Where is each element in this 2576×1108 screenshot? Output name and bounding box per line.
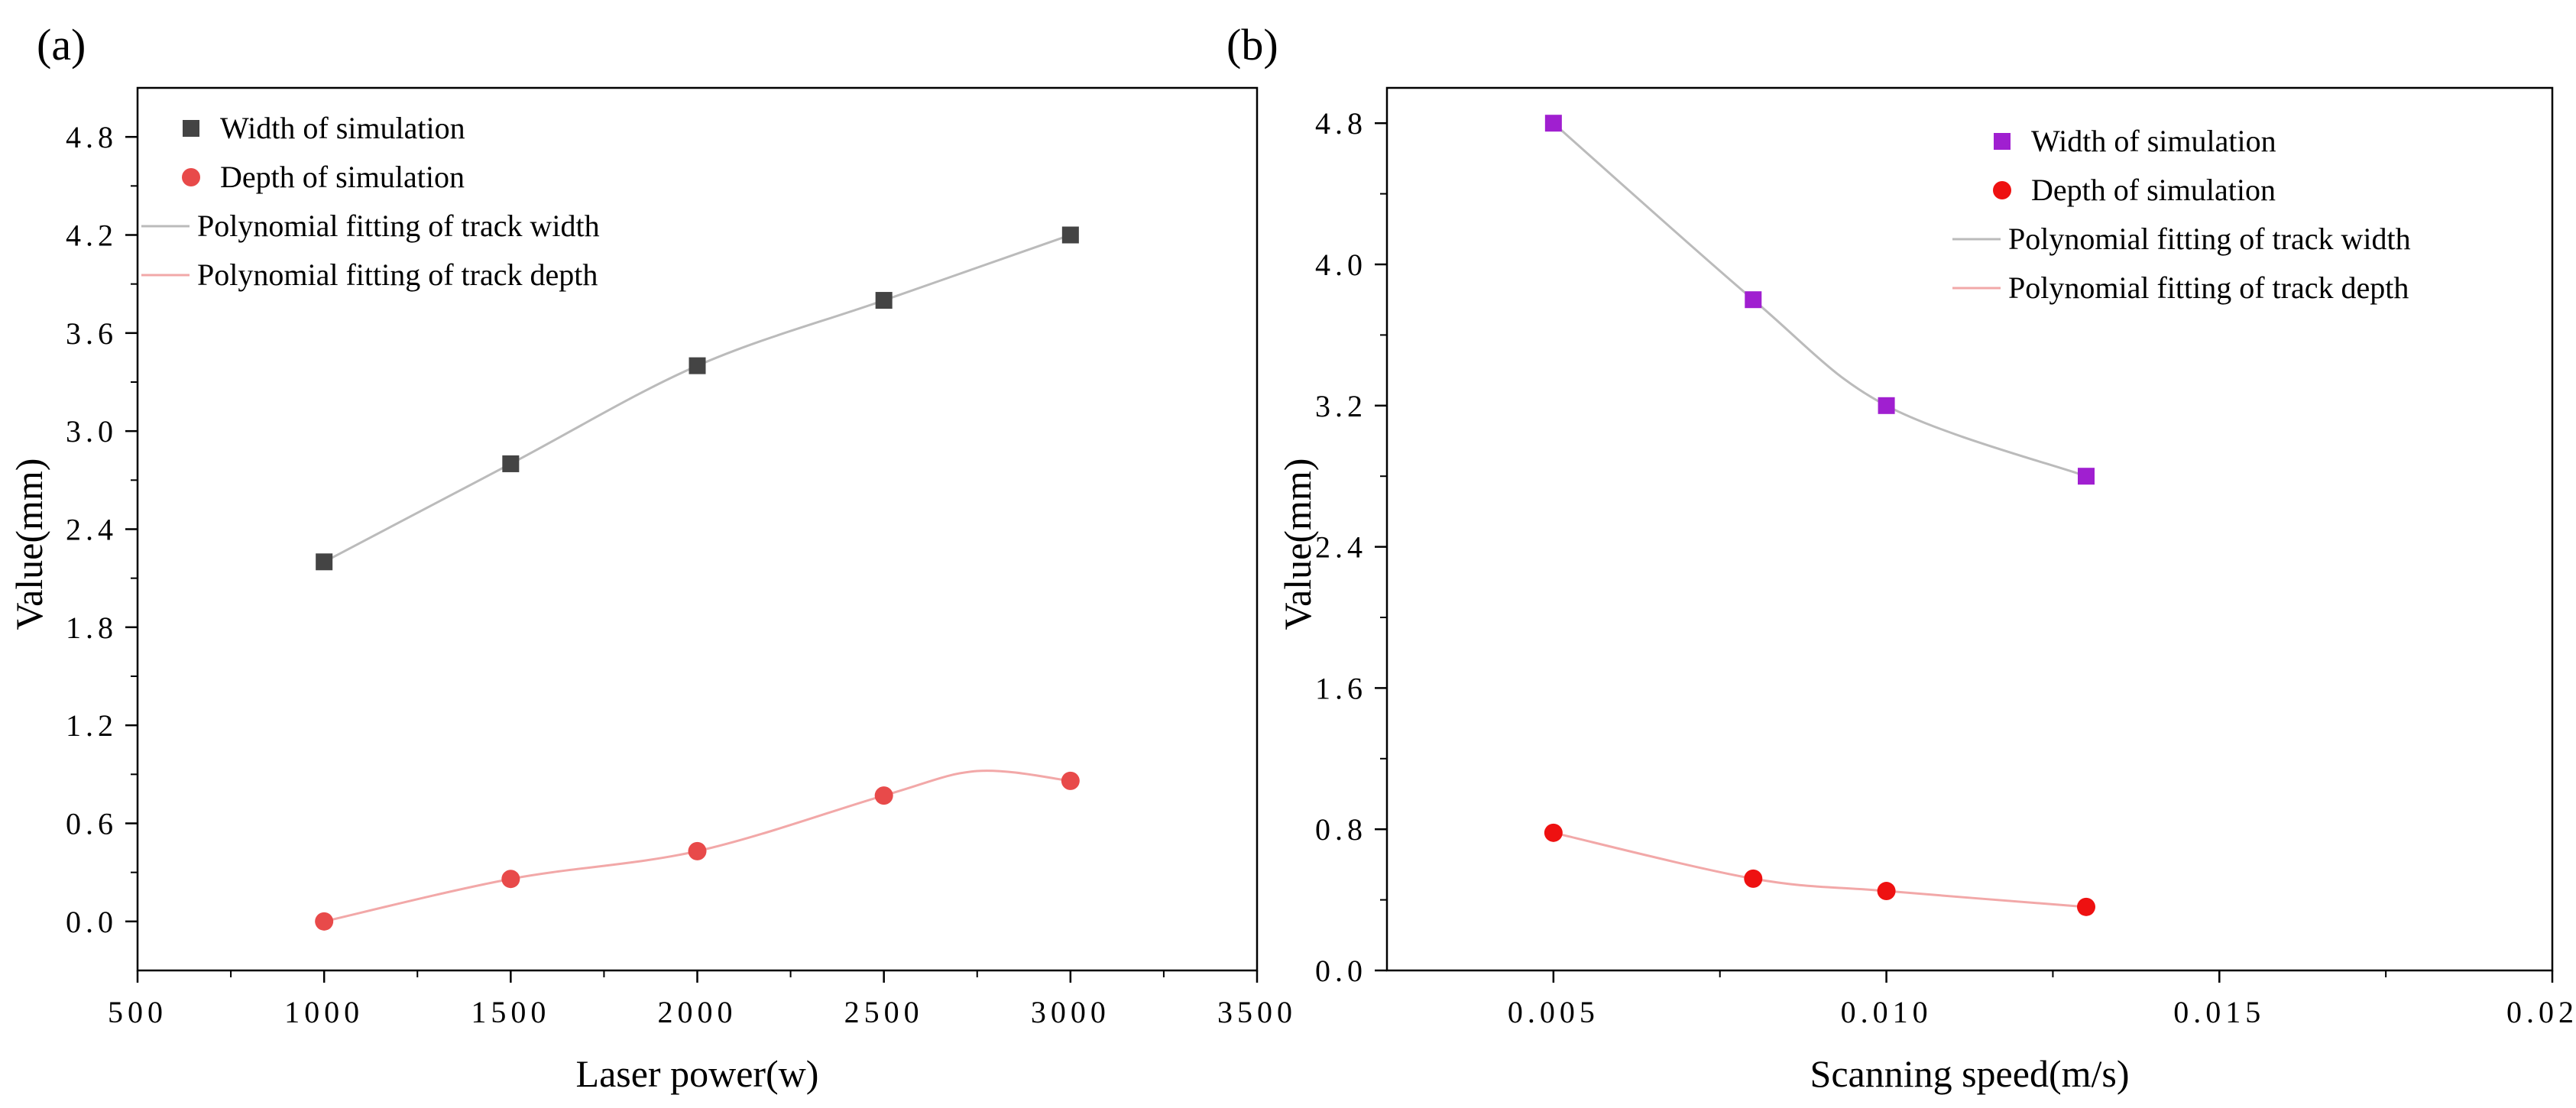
legend-square-icon bbox=[1994, 133, 2011, 150]
depth-data-point bbox=[1744, 869, 1763, 888]
x-axis-label: Laser power(w) bbox=[576, 1052, 819, 1095]
depth-data-point bbox=[1877, 882, 1896, 901]
depth-data-point bbox=[874, 786, 893, 805]
depth-data-point bbox=[1061, 771, 1080, 790]
depth-data-point bbox=[1544, 823, 1563, 842]
fit-curve-depth bbox=[323, 769, 1071, 923]
y-tick-label: 1.2 bbox=[66, 708, 118, 743]
panel-label: (a) bbox=[37, 20, 86, 70]
width-data-point bbox=[1878, 397, 1895, 414]
legend-square-icon bbox=[183, 120, 199, 137]
panel-label: (b) bbox=[1226, 20, 1278, 70]
legend-entry-label: Width of simulation bbox=[2031, 124, 2276, 158]
x-tick-label: 1500 bbox=[471, 995, 550, 1029]
y-tick-label: 4.0 bbox=[1315, 248, 1367, 282]
x-tick-label: 2000 bbox=[658, 995, 737, 1029]
y-axis-label: Value(mm) bbox=[8, 458, 50, 630]
y-tick-label: 2.4 bbox=[1315, 530, 1367, 565]
width-data-point bbox=[502, 455, 520, 472]
depth-data-point bbox=[688, 841, 707, 860]
x-axis-label: Scanning speed(m/s) bbox=[1810, 1052, 2130, 1095]
x-tick-label: 2500 bbox=[844, 995, 924, 1029]
y-axis-label: Value(mm) bbox=[1276, 458, 1319, 630]
y-tick-label: 0.6 bbox=[66, 807, 118, 841]
depth-data-point bbox=[501, 870, 520, 889]
legend-entry-label: Polynomial fitting of track depth bbox=[2008, 271, 2409, 305]
y-tick-label: 0.0 bbox=[66, 905, 118, 939]
x-tick-label: 0.005 bbox=[1508, 995, 1599, 1029]
x-tick-label: 500 bbox=[108, 995, 167, 1029]
width-data-point bbox=[875, 292, 893, 309]
legend-entry-label: Width of simulation bbox=[220, 111, 465, 145]
width-data-point bbox=[316, 553, 333, 571]
x-tick-label: 1000 bbox=[284, 995, 364, 1029]
legend-entry-label: Depth of simulation bbox=[220, 160, 465, 194]
fit-curve-width bbox=[1552, 122, 2087, 478]
x-tick-label: 0.015 bbox=[2173, 995, 2265, 1029]
y-tick-label: 2.4 bbox=[66, 513, 118, 547]
chart-panel-a: 500 1000 1500 2000 2500 3000 3500 0.0 0.6 1.2 1.8 2… bbox=[8, 20, 1297, 1095]
y-tick-label: 4.2 bbox=[66, 219, 118, 253]
width-data-point bbox=[1061, 226, 1079, 244]
x-tick-label: 3500 bbox=[1217, 995, 1297, 1029]
y-tick-label: 0.0 bbox=[1315, 954, 1367, 988]
plot-frame bbox=[1385, 86, 2554, 972]
legend: Width of simulation Depth of simulation Po… bbox=[141, 111, 600, 292]
legend-entry-label: Polynomial fitting of track width bbox=[2008, 222, 2411, 256]
legend-circle-icon bbox=[182, 168, 200, 186]
x-tick-label: 3000 bbox=[1031, 995, 1110, 1029]
y-tick-label: 4.8 bbox=[1315, 106, 1367, 141]
y-tick-label: 3.2 bbox=[1315, 389, 1367, 423]
fit-curve-depth bbox=[1553, 831, 2087, 909]
legend-circle-icon bbox=[1993, 181, 2011, 199]
x-tick-label: 0.020 bbox=[2506, 995, 2576, 1029]
width-data-point bbox=[1544, 115, 1562, 132]
legend-entry-label: Polynomial fitting of track depth bbox=[197, 258, 598, 292]
y-tick-label: 1.8 bbox=[66, 611, 118, 645]
width-data-point bbox=[1745, 291, 1762, 309]
x-tick-label: 0.010 bbox=[1841, 995, 1933, 1029]
depth-data-point bbox=[2077, 897, 2095, 916]
depth-data-point bbox=[315, 912, 334, 931]
legend-entry-label: Depth of simulation bbox=[2031, 173, 2276, 207]
y-tick-label: 3.6 bbox=[66, 316, 118, 351]
width-data-point bbox=[689, 357, 706, 374]
width-data-point bbox=[2078, 468, 2095, 485]
y-tick-label: 3.0 bbox=[66, 414, 118, 449]
y-tick-label: 4.8 bbox=[66, 120, 118, 154]
legend: Width of simulation Depth of simulation Po… bbox=[1952, 124, 2411, 305]
y-tick-label: 0.8 bbox=[1315, 812, 1367, 847]
y-tick-label: 1.6 bbox=[1315, 671, 1367, 705]
legend-entry-label: Polynomial fitting of track width bbox=[197, 209, 600, 243]
chart-panel-b: 0.005 0.010 0.015 0.020 0.0 0.8 1.6 2.4 3.2 4.0 4.… bbox=[1226, 20, 2576, 1095]
